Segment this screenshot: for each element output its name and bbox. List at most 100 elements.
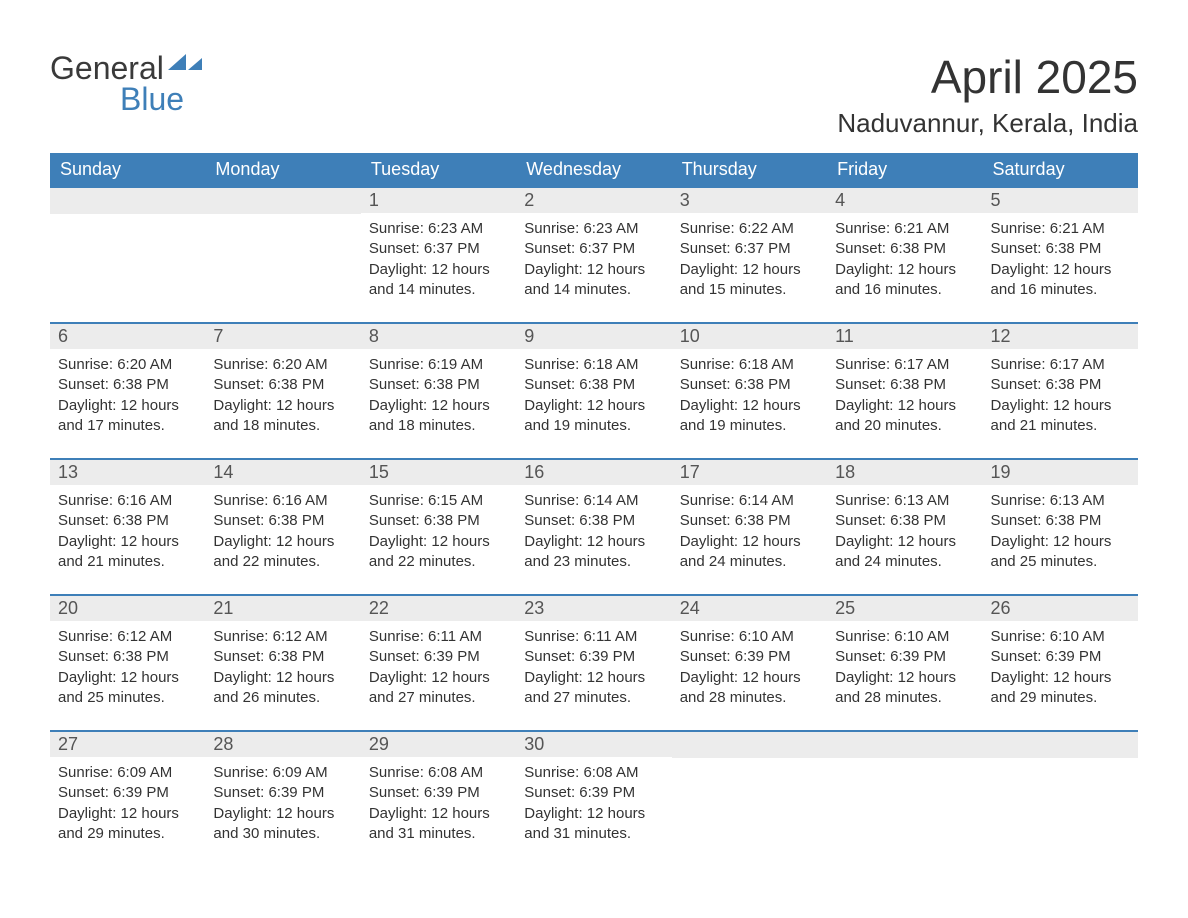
day-cell: 30Sunrise: 6:08 AMSunset: 6:39 PMDayligh… [516,732,671,866]
day-body: Sunrise: 6:19 AMSunset: 6:38 PMDaylight:… [361,349,516,436]
day-cell: 9Sunrise: 6:18 AMSunset: 6:38 PMDaylight… [516,324,671,458]
day-number: 3 [672,188,827,213]
sunrise-text: Sunrise: 6:09 AM [58,763,197,783]
sunrise-text: Sunrise: 6:21 AM [835,219,974,239]
day-cell: 7Sunrise: 6:20 AMSunset: 6:38 PMDaylight… [205,324,360,458]
sunset-text: Sunset: 6:38 PM [524,511,663,531]
weekday-header: Monday [205,153,360,186]
day-cell [672,732,827,866]
day-cell: 27Sunrise: 6:09 AMSunset: 6:39 PMDayligh… [50,732,205,866]
day-cell: 12Sunrise: 6:17 AMSunset: 6:38 PMDayligh… [983,324,1138,458]
sunset-text: Sunset: 6:37 PM [680,239,819,259]
day-number: 10 [672,324,827,349]
sunset-text: Sunset: 6:38 PM [369,375,508,395]
day-body: Sunrise: 6:13 AMSunset: 6:38 PMDaylight:… [827,485,982,572]
sunset-text: Sunset: 6:38 PM [991,511,1130,531]
location: Naduvannur, Kerala, India [837,108,1138,139]
weekday-header: Saturday [983,153,1138,186]
weekday-header: Sunday [50,153,205,186]
sunrise-text: Sunrise: 6:17 AM [991,355,1130,375]
day-number: 17 [672,460,827,485]
day-cell: 1Sunrise: 6:23 AMSunset: 6:37 PMDaylight… [361,188,516,322]
day-cell: 22Sunrise: 6:11 AMSunset: 6:39 PMDayligh… [361,596,516,730]
title-block: April 2025 Naduvannur, Kerala, India [837,50,1138,139]
day-body: Sunrise: 6:21 AMSunset: 6:38 PMDaylight:… [827,213,982,300]
daylight-text: Daylight: 12 hours and 14 minutes. [369,260,508,301]
day-body: Sunrise: 6:12 AMSunset: 6:38 PMDaylight:… [205,621,360,708]
sunrise-text: Sunrise: 6:19 AM [369,355,508,375]
sunset-text: Sunset: 6:37 PM [524,239,663,259]
sunrise-text: Sunrise: 6:12 AM [213,627,352,647]
daylight-text: Daylight: 12 hours and 25 minutes. [58,668,197,709]
sunrise-text: Sunrise: 6:18 AM [680,355,819,375]
day-number: 15 [361,460,516,485]
sunrise-text: Sunrise: 6:20 AM [213,355,352,375]
day-number: 14 [205,460,360,485]
weekday-header: Thursday [672,153,827,186]
daylight-text: Daylight: 12 hours and 21 minutes. [991,396,1130,437]
day-number: 12 [983,324,1138,349]
day-number [983,732,1138,758]
daylight-text: Daylight: 12 hours and 16 minutes. [991,260,1130,301]
sunrise-text: Sunrise: 6:16 AM [213,491,352,511]
day-number: 21 [205,596,360,621]
day-number: 24 [672,596,827,621]
day-cell: 15Sunrise: 6:15 AMSunset: 6:38 PMDayligh… [361,460,516,594]
day-number: 19 [983,460,1138,485]
day-body: Sunrise: 6:09 AMSunset: 6:39 PMDaylight:… [50,757,205,844]
daylight-text: Daylight: 12 hours and 31 minutes. [524,804,663,845]
day-cell: 14Sunrise: 6:16 AMSunset: 6:38 PMDayligh… [205,460,360,594]
sunrise-text: Sunrise: 6:11 AM [524,627,663,647]
day-number [50,188,205,214]
week-row: 20Sunrise: 6:12 AMSunset: 6:38 PMDayligh… [50,594,1138,730]
day-number [205,188,360,214]
day-number: 23 [516,596,671,621]
month-title: April 2025 [837,50,1138,104]
week-row: 27Sunrise: 6:09 AMSunset: 6:39 PMDayligh… [50,730,1138,866]
day-cell [983,732,1138,866]
sunset-text: Sunset: 6:38 PM [991,239,1130,259]
sunrise-text: Sunrise: 6:10 AM [991,627,1130,647]
sunset-text: Sunset: 6:39 PM [524,783,663,803]
day-body: Sunrise: 6:14 AMSunset: 6:38 PMDaylight:… [516,485,671,572]
day-body: Sunrise: 6:16 AMSunset: 6:38 PMDaylight:… [205,485,360,572]
day-number [672,732,827,758]
day-body: Sunrise: 6:20 AMSunset: 6:38 PMDaylight:… [205,349,360,436]
sunrise-text: Sunrise: 6:17 AM [835,355,974,375]
daylight-text: Daylight: 12 hours and 30 minutes. [213,804,352,845]
day-cell: 16Sunrise: 6:14 AMSunset: 6:38 PMDayligh… [516,460,671,594]
weekday-header-row: SundayMondayTuesdayWednesdayThursdayFrid… [50,153,1138,186]
day-cell: 10Sunrise: 6:18 AMSunset: 6:38 PMDayligh… [672,324,827,458]
day-number: 6 [50,324,205,349]
day-cell: 25Sunrise: 6:10 AMSunset: 6:39 PMDayligh… [827,596,982,730]
daylight-text: Daylight: 12 hours and 24 minutes. [680,532,819,573]
sunset-text: Sunset: 6:38 PM [369,511,508,531]
sunrise-text: Sunrise: 6:11 AM [369,627,508,647]
day-number: 18 [827,460,982,485]
day-cell: 5Sunrise: 6:21 AMSunset: 6:38 PMDaylight… [983,188,1138,322]
sunset-text: Sunset: 6:38 PM [58,511,197,531]
sunrise-text: Sunrise: 6:12 AM [58,627,197,647]
sunset-text: Sunset: 6:38 PM [680,511,819,531]
daylight-text: Daylight: 12 hours and 27 minutes. [524,668,663,709]
daylight-text: Daylight: 12 hours and 28 minutes. [680,668,819,709]
daylight-text: Daylight: 12 hours and 24 minutes. [835,532,974,573]
daylight-text: Daylight: 12 hours and 29 minutes. [991,668,1130,709]
day-body: Sunrise: 6:16 AMSunset: 6:38 PMDaylight:… [50,485,205,572]
day-cell: 13Sunrise: 6:16 AMSunset: 6:38 PMDayligh… [50,460,205,594]
sunset-text: Sunset: 6:38 PM [58,375,197,395]
day-body: Sunrise: 6:23 AMSunset: 6:37 PMDaylight:… [516,213,671,300]
weekday-header: Tuesday [361,153,516,186]
daylight-text: Daylight: 12 hours and 19 minutes. [524,396,663,437]
day-cell: 28Sunrise: 6:09 AMSunset: 6:39 PMDayligh… [205,732,360,866]
weekday-header: Wednesday [516,153,671,186]
sunrise-text: Sunrise: 6:15 AM [369,491,508,511]
calendar: SundayMondayTuesdayWednesdayThursdayFrid… [50,153,1138,866]
day-cell: 21Sunrise: 6:12 AMSunset: 6:38 PMDayligh… [205,596,360,730]
day-cell: 23Sunrise: 6:11 AMSunset: 6:39 PMDayligh… [516,596,671,730]
daylight-text: Daylight: 12 hours and 16 minutes. [835,260,974,301]
day-number: 13 [50,460,205,485]
sunset-text: Sunset: 6:38 PM [524,375,663,395]
sunrise-text: Sunrise: 6:10 AM [835,627,974,647]
daylight-text: Daylight: 12 hours and 26 minutes. [213,668,352,709]
